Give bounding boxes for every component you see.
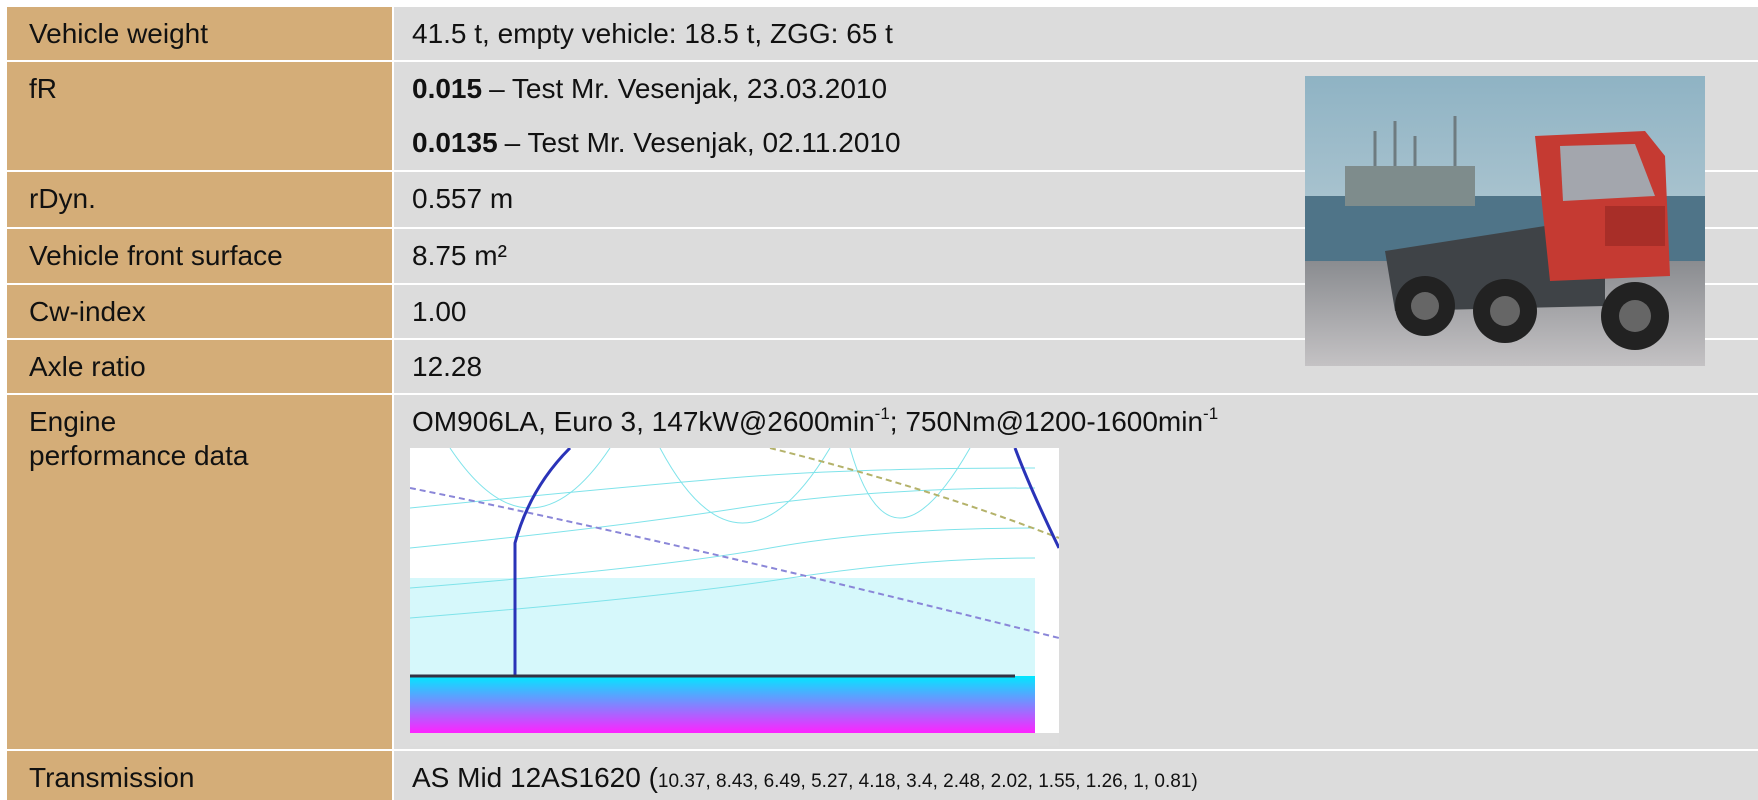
row-label: fR [7, 62, 392, 170]
row-label: Engine performance data [7, 395, 392, 749]
row-value: AS Mid 12AS1620 (10.37, 8.43, 6.49, 5.27… [394, 751, 1758, 800]
table-row: Vehicle weight 41.5 t, empty vehicle: 18… [0, 7, 1758, 60]
value-text: – Test Mr. Vesenjak, 02.11.2010 [505, 127, 901, 158]
row-label: Vehicle front surface [7, 229, 392, 283]
label-line: Engine [29, 405, 392, 439]
truck-photo [1305, 76, 1705, 366]
table-row: Transmission AS Mid 12AS1620 (10.37, 8.4… [0, 751, 1758, 800]
row-label: Axle ratio [7, 340, 392, 393]
value-text: AS Mid 12AS1620 ( [412, 762, 658, 793]
value-text: ; 750Nm@1200-1600min [890, 406, 1203, 437]
page: Vehicle weight 41.5 t, empty vehicle: 18… [0, 0, 1758, 800]
row-label: Transmission [7, 751, 392, 800]
value-text: OM906LA, Euro 3, 147kW@2600min [412, 406, 875, 437]
label-line: performance data [29, 439, 392, 473]
row-label: Cw-index [7, 285, 392, 338]
row-value: 41.5 t, empty vehicle: 18.5 t, ZGG: 65 t [394, 7, 1758, 60]
value-text: – Test Mr. Vesenjak, 23.03.2010 [489, 73, 887, 104]
bold-value: 0.015 [412, 73, 482, 104]
gear-ratios: 10.37, 8.43, 6.49, 5.27, 4.18, 3.4, 2.48… [658, 771, 1198, 792]
superscript: -1 [875, 404, 890, 423]
row-label: rDyn. [7, 172, 392, 227]
superscript: -1 [1203, 404, 1218, 423]
engine-map-image [410, 448, 1059, 746]
bold-value: 0.0135 [412, 127, 498, 158]
row-label: Vehicle weight [7, 7, 392, 60]
